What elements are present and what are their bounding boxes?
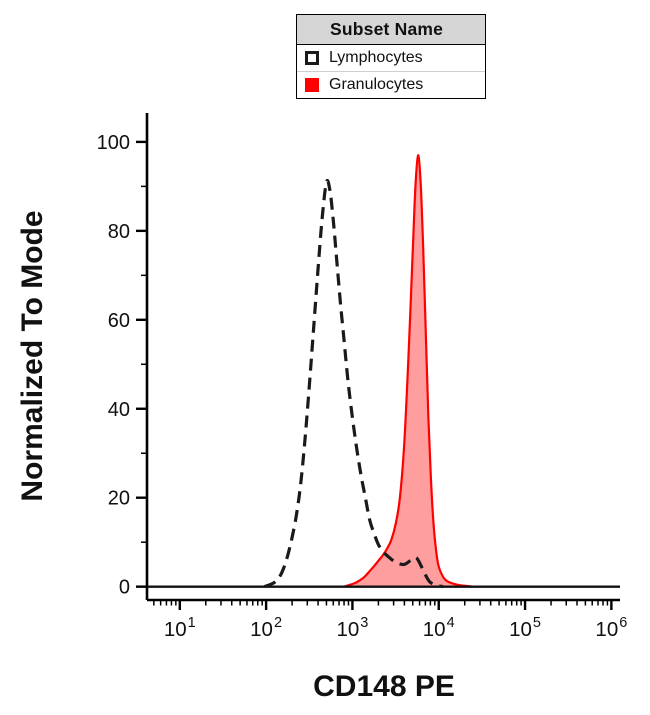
series-lymphocytes [263, 178, 444, 589]
y-tick-label: 40 [108, 399, 130, 421]
x-tick-label: 102 [250, 615, 282, 641]
granulocytes-curve [343, 154, 474, 588]
granulocytes-swatch-icon [305, 78, 319, 92]
lymphocytes-curve [263, 178, 444, 589]
series-granulocytes [343, 154, 474, 588]
y-tick-label: 20 [108, 488, 130, 510]
legend-title: Subset Name [297, 15, 485, 45]
legend-label-lymphocytes: Lymphocytes [329, 49, 423, 66]
legend-item-granulocytes: Granulocytes [297, 71, 485, 98]
x-tick-label: 105 [509, 615, 541, 641]
legend-item-lymphocytes: Lymphocytes [297, 45, 485, 71]
x-axis-ticks: 101 102 103 104 105 106 [153, 600, 627, 641]
x-tick-label: 103 [336, 615, 368, 641]
y-tick-label: 60 [108, 310, 130, 332]
y-tick-label: 80 [108, 221, 130, 243]
y-tick-label: 0 [119, 577, 130, 599]
lymphocytes-swatch-icon [305, 51, 319, 65]
legend: Subset Name Lymphocytes Granulocytes [296, 14, 486, 99]
x-tick-label: 106 [595, 615, 627, 641]
axes [145, 113, 620, 602]
y-tick-label: 100 [97, 132, 130, 154]
legend-label-granulocytes: Granulocytes [329, 76, 424, 93]
x-tick-label: 101 [164, 615, 196, 641]
x-axis-title: CD148 PE [313, 670, 455, 703]
y-axis-ticks: 0 20 40 60 80 100 [97, 132, 147, 599]
x-tick-label: 104 [423, 615, 455, 641]
